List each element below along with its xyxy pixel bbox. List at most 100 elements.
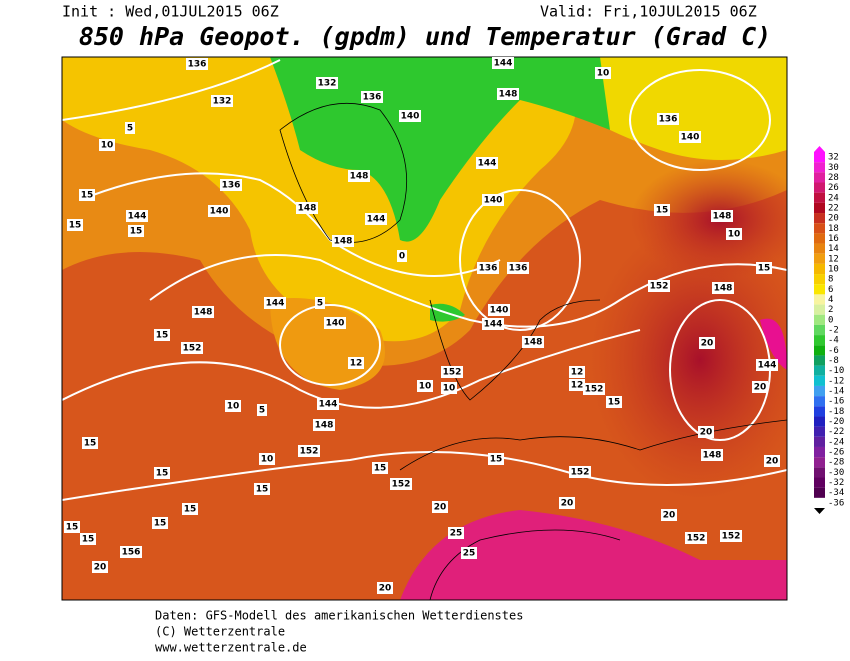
contour-label: 144 bbox=[266, 299, 285, 309]
colorbar-segment bbox=[814, 284, 825, 295]
label-box bbox=[361, 91, 383, 103]
map bbox=[62, 57, 787, 600]
contour-label: 10 bbox=[728, 230, 741, 240]
label-box bbox=[477, 262, 499, 274]
colorbar-label: -20 bbox=[828, 417, 844, 427]
colorbar: 32302826242220181614121086420-2-4-6-8-10… bbox=[814, 146, 844, 514]
colorbar-segment bbox=[814, 263, 825, 275]
colorbar-label: 14 bbox=[828, 244, 839, 254]
label-box bbox=[296, 202, 318, 214]
contour-label: 15 bbox=[82, 535, 95, 545]
colorbar-segment bbox=[814, 152, 825, 163]
very-hot-spot bbox=[760, 318, 787, 370]
colorbar-segment bbox=[814, 202, 825, 214]
contour-label: 20 bbox=[434, 503, 447, 513]
colorbar-segment bbox=[814, 172, 825, 183]
contour-label: 25 bbox=[450, 529, 463, 539]
colorbar-segment bbox=[814, 233, 825, 244]
colorbar-segment bbox=[814, 365, 825, 376]
contour-label: 15 bbox=[256, 485, 269, 495]
contour-label: 148 bbox=[713, 212, 732, 222]
map-frame bbox=[61, 56, 788, 601]
contour-label: 15 bbox=[66, 523, 79, 533]
label-box bbox=[569, 466, 591, 478]
colorbar-label: 10 bbox=[828, 264, 839, 274]
colorbar-label: 32 bbox=[828, 153, 839, 163]
colorbar-label: -16 bbox=[828, 397, 844, 407]
label-box bbox=[315, 297, 325, 309]
contour-label: 140 bbox=[681, 133, 700, 143]
colorbar-label: 28 bbox=[828, 173, 839, 183]
contour-label: 148 bbox=[703, 451, 722, 461]
colorbar-segment bbox=[814, 375, 825, 386]
label-box bbox=[712, 282, 734, 294]
label-box bbox=[661, 509, 677, 521]
label-box bbox=[583, 383, 605, 395]
label-box bbox=[348, 357, 364, 369]
label-box bbox=[752, 381, 768, 393]
colorbar-segment bbox=[814, 294, 825, 305]
colorbar-segment bbox=[814, 436, 825, 447]
label-box bbox=[120, 546, 142, 558]
label-box bbox=[756, 359, 778, 371]
contour-labels: 1361321321361401441481361401010515151441… bbox=[64, 57, 780, 594]
contour-label: 136 bbox=[509, 264, 528, 274]
label-box bbox=[397, 250, 407, 262]
label-box bbox=[313, 419, 335, 431]
label-box bbox=[257, 404, 267, 416]
label-box bbox=[698, 426, 714, 438]
colorbar-segment bbox=[814, 406, 825, 417]
contour-label: 136 bbox=[222, 181, 241, 191]
contour-label: 20 bbox=[754, 383, 767, 393]
contour-label: 140 bbox=[484, 196, 503, 206]
colorbar-tip bbox=[814, 146, 825, 152]
contour-label: 144 bbox=[478, 159, 497, 169]
label-box bbox=[417, 380, 433, 392]
contour-label: 144 bbox=[319, 400, 338, 410]
label-box bbox=[441, 366, 463, 378]
colorbar-segment bbox=[814, 385, 825, 397]
colorbar-segment bbox=[814, 426, 825, 437]
footer-line: Daten: GFS-Modell des amerikanischen Wet… bbox=[155, 609, 523, 623]
colorbar-label: -32 bbox=[828, 478, 844, 488]
colorbar-segment bbox=[814, 355, 825, 366]
label-box bbox=[82, 437, 98, 449]
label-box bbox=[441, 382, 457, 394]
contour-label: 5 bbox=[127, 124, 133, 134]
contour-label: 20 bbox=[561, 499, 574, 509]
label-box bbox=[298, 445, 320, 457]
contour-label: 136 bbox=[479, 264, 498, 274]
contour-label: 12 bbox=[571, 368, 584, 378]
contour-label: 156 bbox=[122, 548, 141, 558]
footer-line: www.wetterzentrale.de bbox=[155, 641, 307, 655]
contour-label: 20 bbox=[379, 584, 392, 594]
label-box bbox=[756, 262, 772, 274]
contour-label: 148 bbox=[298, 204, 317, 214]
colorbar-label: -6 bbox=[828, 346, 839, 356]
contours bbox=[62, 59, 787, 501]
contour-label: 15 bbox=[608, 398, 621, 408]
contour-label: 20 bbox=[700, 428, 713, 438]
contour-label: 15 bbox=[154, 519, 167, 529]
colorbar-label: -36 bbox=[828, 498, 844, 508]
label-box bbox=[181, 342, 203, 354]
label-box bbox=[569, 379, 585, 391]
contour-label: 136 bbox=[659, 115, 678, 125]
colorbar-tip bbox=[814, 508, 825, 514]
colorbar-label: -12 bbox=[828, 376, 844, 386]
label-box bbox=[128, 225, 144, 237]
label-box bbox=[399, 110, 421, 122]
label-box bbox=[126, 210, 148, 222]
contour-label: 152 bbox=[392, 480, 411, 490]
label-box bbox=[182, 503, 198, 515]
colorbar-segment bbox=[814, 487, 825, 498]
contour-label: 20 bbox=[94, 563, 107, 573]
contour-label: 148 bbox=[315, 421, 334, 431]
contour-label: 15 bbox=[490, 455, 503, 465]
label-box bbox=[595, 67, 611, 79]
contour-label: 140 bbox=[210, 207, 229, 217]
contour-label: 144 bbox=[484, 320, 503, 330]
contour-label: 15 bbox=[156, 331, 169, 341]
colorbar-label: 20 bbox=[828, 214, 839, 224]
label-box bbox=[264, 297, 286, 309]
